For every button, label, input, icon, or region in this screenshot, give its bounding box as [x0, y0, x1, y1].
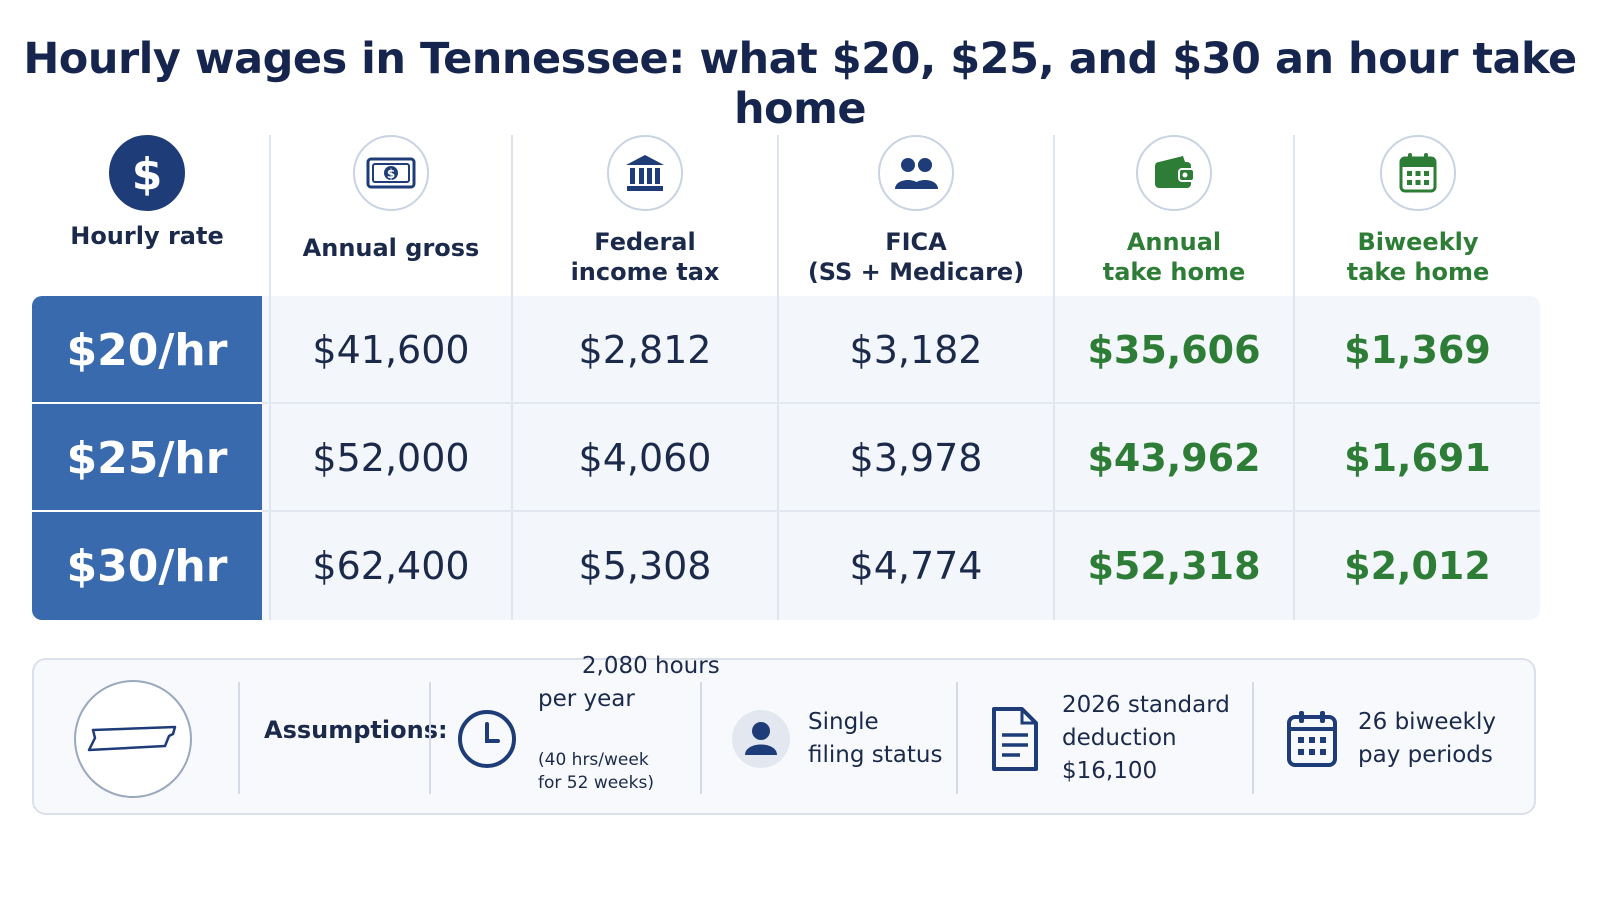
- assumption-note: (40 hrs/week for 52 weeks): [538, 749, 654, 793]
- header-label: Annual gross: [302, 234, 480, 262]
- header-federal-tax: Federal income tax: [513, 135, 777, 300]
- assumption-deduction: 2026 standard deduction $16,100: [990, 660, 1230, 817]
- assumption-pay-periods: 26 biweekly pay periods: [1286, 660, 1496, 817]
- cell-annual-take-home: $43,962: [1087, 436, 1261, 480]
- header-fica: FICA (SS + Medicare): [779, 135, 1053, 300]
- clock-icon: [458, 709, 516, 768]
- cell-biweekly-take-home: $1,369: [1344, 328, 1491, 372]
- header-annual-take-home: Annual take home: [1055, 135, 1293, 300]
- header-biweekly-take-home: Biweekly take home: [1295, 135, 1541, 300]
- cell-hourly-rate: $20/hr: [66, 324, 228, 376]
- banknote-icon: $: [353, 135, 429, 211]
- header-label: Biweekly take home: [1346, 228, 1490, 286]
- assumption-text: 2,080 hours per year: [538, 652, 720, 712]
- people-icon: [878, 135, 954, 211]
- assumptions-panel: Assumptions: 2,080 hours per year (40 hr…: [32, 653, 1536, 817]
- assumption-text: 2026 standard deduction $16,100: [1062, 692, 1230, 784]
- header-label: Hourly rate: [70, 222, 224, 250]
- person-icon: [732, 709, 790, 768]
- assumptions-label: Assumptions:: [264, 716, 448, 744]
- document-icon: [992, 706, 1038, 771]
- cell-annual-gross: $41,600: [312, 328, 470, 372]
- header-annual-gross: $ Annual gross: [271, 135, 511, 300]
- hourly-rate-column: [32, 296, 262, 620]
- cell-hourly-rate: $30/hr: [66, 540, 228, 592]
- cell-biweekly-take-home: $1,691: [1344, 436, 1491, 480]
- cell-federal-tax: $2,812: [578, 328, 712, 372]
- svg-text:$: $: [132, 149, 163, 197]
- header-label: Federal income tax: [570, 228, 720, 286]
- assumption-text: 26 biweekly pay periods: [1358, 708, 1496, 768]
- assumption-filing-status: Single filing status: [730, 660, 942, 817]
- table-header: $ Hourly rate $ Annual gross: [32, 135, 1570, 300]
- cell-fica: $4,774: [849, 544, 983, 588]
- page-title: Hourly wages in Tennessee: what $20, $25…: [23, 34, 1577, 134]
- calendar-icon: [1380, 135, 1456, 211]
- header-label: FICA (SS + Medicare): [807, 228, 1025, 286]
- cell-federal-tax: $5,308: [578, 544, 712, 588]
- svg-text:$: $: [387, 167, 395, 181]
- assumption-hours: 2,080 hours per year (40 hrs/week for 52…: [456, 653, 720, 817]
- cell-hourly-rate: $25/hr: [66, 432, 228, 484]
- cell-annual-gross: $52,000: [312, 436, 470, 480]
- cell-annual-take-home: $35,606: [1087, 328, 1261, 372]
- bank-building-icon: [607, 135, 683, 211]
- cell-fica: $3,182: [849, 328, 983, 372]
- cell-fica: $3,978: [849, 436, 983, 480]
- wage-table: $20/hr $41,600 $2,812 $3,182 $35,606 $1,369 $2…: [32, 296, 1540, 620]
- header-hourly-rate: $ Hourly rate: [32, 135, 262, 300]
- cell-federal-tax: $4,060: [578, 436, 712, 480]
- assumption-text: Single filing status: [808, 708, 943, 768]
- cell-annual-gross: $62,400: [312, 544, 470, 588]
- tennessee-outline-icon: [74, 680, 192, 798]
- wallet-icon: [1136, 135, 1212, 211]
- calendar-icon: [1287, 710, 1337, 767]
- dollar-icon: $: [109, 135, 185, 211]
- header-label: Annual take home: [1102, 228, 1246, 286]
- cell-annual-take-home: $52,318: [1087, 544, 1261, 588]
- cell-biweekly-take-home: $2,012: [1344, 544, 1491, 588]
